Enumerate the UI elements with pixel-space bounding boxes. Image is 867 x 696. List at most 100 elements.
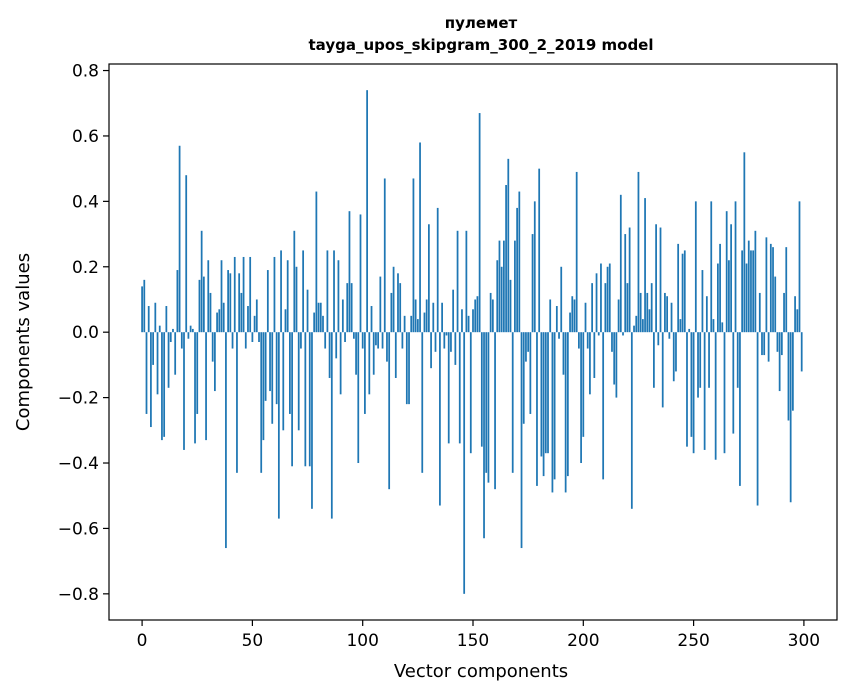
bar xyxy=(271,332,274,424)
bar xyxy=(152,332,154,365)
bar xyxy=(381,332,384,349)
bar xyxy=(750,250,752,333)
bar xyxy=(655,224,657,333)
bar xyxy=(560,266,563,333)
bar xyxy=(498,240,501,333)
bar xyxy=(522,332,525,424)
bar xyxy=(458,332,461,444)
bar xyxy=(306,289,309,333)
bar xyxy=(209,292,212,333)
bar xyxy=(399,283,402,333)
bar xyxy=(390,292,393,333)
bar xyxy=(617,299,620,333)
bar xyxy=(194,332,196,444)
bar xyxy=(328,332,331,378)
bar xyxy=(778,332,781,392)
bar xyxy=(544,332,547,454)
bar xyxy=(227,270,229,333)
bar xyxy=(666,296,669,333)
bar xyxy=(289,332,291,414)
bar xyxy=(628,227,631,333)
bar xyxy=(694,201,697,333)
bar xyxy=(774,276,777,333)
bar xyxy=(174,332,177,375)
bar xyxy=(441,302,443,333)
bar xyxy=(615,332,618,398)
bar xyxy=(405,332,408,405)
bar xyxy=(180,332,183,349)
bar xyxy=(319,302,322,333)
bar xyxy=(344,332,346,342)
bar xyxy=(183,332,185,450)
bar xyxy=(158,325,161,333)
bar xyxy=(465,230,468,333)
bar xyxy=(630,332,633,509)
chart-title-line1: пулемет xyxy=(445,14,518,32)
x-tick-label: 100 xyxy=(346,631,378,651)
bar xyxy=(566,332,569,477)
bar xyxy=(178,145,181,333)
bar xyxy=(736,332,739,388)
bar xyxy=(489,292,492,333)
bar xyxy=(483,332,485,539)
x-axis-label: Vector components xyxy=(394,661,568,682)
bar xyxy=(240,292,243,333)
bar xyxy=(789,332,792,503)
bar xyxy=(461,309,463,333)
bar xyxy=(514,240,516,333)
bar xyxy=(207,260,210,333)
bar xyxy=(238,273,241,333)
bar xyxy=(692,332,695,454)
bar xyxy=(635,315,638,333)
bar xyxy=(708,332,710,388)
bar xyxy=(428,224,430,333)
bar xyxy=(467,315,470,333)
bar xyxy=(366,90,368,333)
bar xyxy=(743,152,746,333)
bar xyxy=(624,234,627,333)
bar xyxy=(547,332,549,454)
bar xyxy=(500,266,503,333)
bar xyxy=(595,273,598,333)
bar xyxy=(690,332,693,437)
bar xyxy=(728,260,730,333)
bar xyxy=(472,309,474,333)
bar xyxy=(277,332,280,519)
bar xyxy=(688,328,691,333)
bar xyxy=(401,332,404,349)
bar xyxy=(780,332,783,356)
bar xyxy=(569,312,571,333)
plot-area xyxy=(109,64,837,620)
bar xyxy=(361,332,364,349)
bar xyxy=(430,332,432,369)
bar xyxy=(200,230,203,333)
bar xyxy=(767,332,770,362)
bar xyxy=(761,332,763,356)
y-tick-label: 0.4 xyxy=(72,192,99,212)
y-tick-label: 0.2 xyxy=(72,258,99,278)
bar xyxy=(147,306,150,333)
bar xyxy=(538,168,541,333)
bar xyxy=(716,263,719,333)
bar xyxy=(578,332,580,349)
bar xyxy=(712,319,715,333)
bar xyxy=(341,299,344,333)
y-tick-label: 0.6 xyxy=(72,127,99,147)
y-tick-label: 0.8 xyxy=(72,62,99,82)
y-axis-label: Components values xyxy=(13,253,34,431)
bar xyxy=(394,332,397,378)
bar xyxy=(443,332,446,349)
bar xyxy=(295,266,298,333)
bar xyxy=(752,250,755,333)
bar xyxy=(776,332,779,352)
bar xyxy=(505,185,507,333)
bar xyxy=(185,175,188,333)
bar xyxy=(754,230,757,333)
bar xyxy=(644,198,646,333)
bar xyxy=(469,332,472,454)
bar xyxy=(255,299,258,333)
bar xyxy=(421,332,424,473)
bar xyxy=(661,332,664,408)
bar xyxy=(540,332,543,457)
